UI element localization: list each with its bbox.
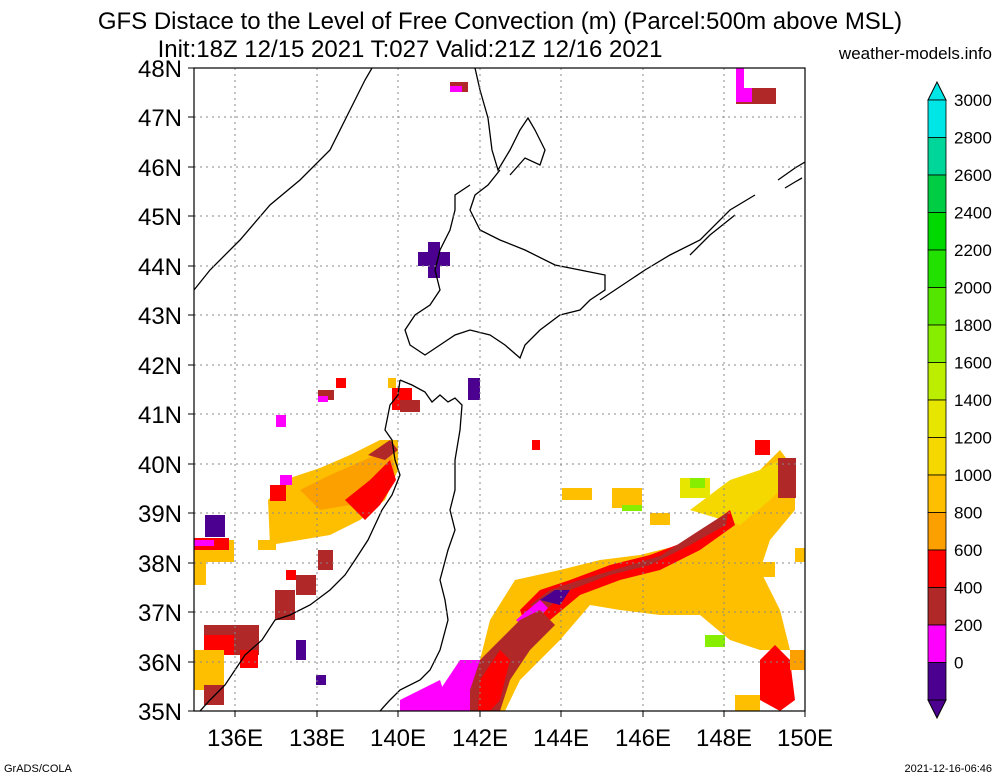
- lfc-area-purple-cross: [418, 242, 450, 278]
- colorbar-swatch: [927, 324, 947, 363]
- colorbar-swatch: [927, 512, 947, 551]
- colorbar-swatch: [927, 437, 947, 476]
- colorbar-swatch: [927, 99, 947, 138]
- lat-label: 40N: [138, 452, 182, 479]
- lon-label: 140E: [370, 725, 426, 752]
- lat-label: 39N: [138, 501, 182, 528]
- map-frame: [193, 67, 806, 712]
- colorbar: 3000280026002400220020001800160014001200…: [927, 80, 992, 720]
- colorbar-label: 2200: [954, 241, 992, 260]
- lat-label: 48N: [138, 56, 182, 83]
- colorbar-label: 0: [954, 654, 963, 673]
- colorbar-swatch: [927, 399, 947, 438]
- footer-left: GrADS/COLA: [4, 763, 72, 775]
- map-subtitle: Init:18Z 12/15 2021 T:027 Valid:21Z 12/1…: [157, 36, 663, 63]
- lfc-area-sea-of-japan: [194, 440, 398, 585]
- lat-label: 44N: [138, 254, 182, 281]
- lat-label: 45N: [138, 204, 182, 231]
- lon-label: 138E: [289, 725, 345, 752]
- lat-label: 43N: [138, 303, 182, 330]
- x-ticks: [234, 711, 806, 717]
- colorbar-label: 200: [954, 616, 982, 635]
- colorbar-label: 2600: [954, 166, 992, 185]
- colorbar-label: 1200: [954, 429, 992, 448]
- lat-label: 46N: [138, 155, 182, 182]
- colorbar-top-arrow: [927, 80, 947, 101]
- colorbar-bottom-arrow: [927, 699, 947, 720]
- lon-label: 150E: [777, 725, 833, 752]
- lat-label: 47N: [138, 105, 182, 132]
- lat-label: 35N: [138, 699, 182, 726]
- colorbar-swatch: [927, 549, 947, 588]
- colorbar-swatch: [927, 137, 947, 176]
- lon-labels: 136E 138E 140E 142E 144E 146E 148E 150E: [207, 725, 833, 752]
- lfc-area-kanto: [194, 550, 333, 705]
- colorbar-swatch: [927, 587, 947, 626]
- lon-label: 136E: [207, 725, 263, 752]
- coastlines: [194, 68, 805, 711]
- field-layer: [194, 68, 805, 711]
- lfc-area-ne-corner: [736, 68, 776, 104]
- lat-label: 38N: [138, 551, 182, 578]
- lat-label: 42N: [138, 353, 182, 380]
- grid: [194, 68, 805, 711]
- lfc-area-tsugaru: [276, 82, 540, 450]
- colorbar-label: 3000: [954, 91, 992, 110]
- colorbar-swatch: [927, 662, 947, 701]
- colorbar-label: 2000: [954, 279, 992, 298]
- colorbar-label: 800: [954, 504, 982, 523]
- colorbar-label: 600: [954, 541, 982, 560]
- colorbar-label: 2800: [954, 129, 992, 148]
- lfc-area-pacific: [400, 440, 805, 711]
- colorbar-swatch: [927, 287, 947, 326]
- lat-label: 37N: [138, 600, 182, 627]
- colorbar-label: 1400: [954, 391, 992, 410]
- colorbar-label: 400: [954, 579, 982, 598]
- colorbar-swatch: [927, 362, 947, 401]
- lon-label: 144E: [533, 725, 589, 752]
- colorbar-label: 1600: [954, 354, 992, 373]
- colorbar-swatch: [927, 474, 947, 513]
- lon-label: 142E: [452, 725, 508, 752]
- map-title: GFS Distace to the Level of Free Convect…: [97, 8, 903, 35]
- colorbar-swatch: [927, 174, 947, 213]
- colorbar-swatch: [927, 624, 947, 663]
- footer-right: 2021-12-16-06:46: [904, 763, 992, 775]
- colorbar-label: 1800: [954, 316, 992, 335]
- lon-label: 146E: [615, 725, 671, 752]
- lat-labels: 48N 47N 46N 45N 44N 43N 42N 41N 40N 39N …: [138, 56, 182, 726]
- y-ticks: [188, 67, 194, 712]
- colorbar-label: 1000: [954, 466, 992, 485]
- lat-label: 41N: [138, 402, 182, 429]
- site-label: weather-models.info: [838, 44, 992, 63]
- colorbar-swatch: [927, 212, 947, 251]
- colorbar-label: 2400: [954, 204, 992, 223]
- lat-label: 36N: [138, 650, 182, 677]
- colorbar-swatch: [927, 249, 947, 288]
- lon-label: 148E: [696, 725, 752, 752]
